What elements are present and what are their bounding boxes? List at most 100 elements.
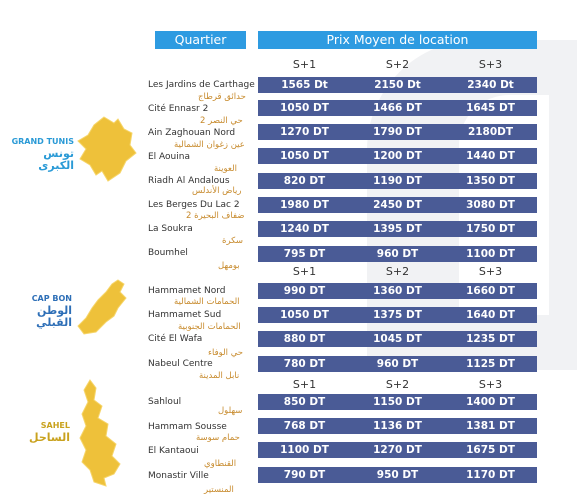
col-s3: S+3 [478,58,503,71]
price-s3: 1100 DT [466,248,515,260]
price-row: 880 DT 1045 DT 1235 DT [258,331,537,347]
price-s1: 1980 DT [280,199,329,211]
price-s2: 2150 Dt [374,79,421,91]
price-s2: 1466 DT [373,102,422,114]
price-s2: 1375 DT [373,309,422,321]
price-row: 790 DT 950 DT 1170 DT [258,467,537,483]
price-s3: 2340 Dt [467,79,514,91]
price-s3: 1750 DT [466,223,515,235]
price-s2: 1136 DT [373,420,422,432]
price-s1: 880 DT [283,333,326,345]
col-s3: S+3 [478,265,503,278]
price-row: 768 DT 1136 DT 1381 DT [258,418,537,434]
price-row: 820 DT 1190 DT 1350 DT [258,173,537,189]
price-header: Prix Moyen de location [258,31,537,49]
region-label-sahel: SAHEL الساحل [8,420,70,444]
quartier-name: El Aouina [148,152,190,162]
quartier-name-ar: الحمامات الشمالية [174,297,240,307]
price-row: 1240 DT 1395 DT 1750 DT [258,221,537,237]
price-s2: 1150 DT [373,396,422,408]
col-s3: S+3 [478,378,503,391]
quartier-name-ar: سكرة [222,236,243,246]
column-headers-sahel: S+1 S+2 S+3 [258,378,537,392]
price-s3: 1125 DT [466,358,515,370]
price-s1: 1050 DT [280,309,329,321]
column-headers-capbon: S+1 S+2 S+3 [258,265,537,279]
quartier-name-ar: حي الوفاء [208,348,244,358]
quartier-name-ar: حدائق قرطاج [198,92,246,102]
price-s1: 1565 Dt [281,79,328,91]
col-s2: S+2 [385,265,410,278]
grand-tunis-map [77,116,137,182]
region-label-tunis: GRAND TUNIS تونس الكبرى [8,136,74,172]
price-row: 1270 DT 1790 DT 2180DT [258,124,537,140]
cap-bon-map [77,279,127,335]
price-s2: 1790 DT [373,126,422,138]
quartier-name: Hammamet Sud [148,310,222,320]
region-name-ar: الساحل [29,431,70,444]
col-s1: S+1 [292,58,317,71]
quartier-header: Quartier [155,31,246,49]
price-s2: 1395 DT [373,223,422,235]
price-row: 1565 Dt 2150 Dt 2340 Dt [258,77,537,93]
price-s3: 1400 DT [466,396,515,408]
quartier-name: Les Berges Du Lac 2 [148,200,240,210]
price-s2: 960 DT [376,248,419,260]
price-s2: 960 DT [376,358,419,370]
price-s1: 790 DT [283,469,326,481]
region-name-fr: CAP BON [31,294,72,303]
quartier-name-ar: بومهل [218,261,240,271]
quartier-name: Nabeul Centre [148,359,213,369]
price-s3: 1350 DT [466,175,515,187]
quartier-name-ar: رياض الأندلس [192,186,242,196]
price-s2: 1190 DT [373,175,422,187]
price-row: 1980 DT 2450 DT 3080 DT [258,197,537,213]
quartier-name-ar: حي النصر 2 [200,116,243,126]
price-row: 1050 DT 1466 DT 1645 DT [258,100,537,116]
price-s2: 1270 DT [373,444,422,456]
quartier-name-ar: حمام سوسة [196,433,240,443]
price-s2: 1045 DT [373,333,422,345]
region-name-fr: SAHEL [40,421,70,430]
col-s2: S+2 [385,378,410,391]
price-s3: 1675 DT [466,444,515,456]
price-s2: 1200 DT [373,150,422,162]
price-s1: 1050 DT [280,150,329,162]
price-s3: 3080 DT [466,199,515,211]
region-name-fr: GRAND TUNIS [11,137,74,146]
quartier-name-ar: العوينة [214,164,237,174]
price-s1: 850 DT [283,396,326,408]
price-s1: 820 DT [283,175,326,187]
quartier-name: Hammam Sousse [148,422,227,432]
price-s2: 1360 DT [373,285,422,297]
price-row: 990 DT 1360 DT 1660 DT [258,283,537,299]
price-row: 850 DT 1150 DT 1400 DT [258,394,537,410]
price-s1: 1050 DT [280,102,329,114]
quartier-name: Cité Ennasr 2 [148,104,209,114]
price-s3: 1440 DT [466,150,515,162]
quartier-name-ar: نابل المدينة [199,371,240,381]
price-s2: 950 DT [376,469,419,481]
price-s3: 1235 DT [466,333,515,345]
price-row: 795 DT 960 DT 1100 DT [258,246,537,262]
quartier-name: Boumhel [148,248,188,258]
price-s1: 1240 DT [280,223,329,235]
quartier-name-ar: الحمامات الجنوبية [178,322,241,332]
price-row: 1100 DT 1270 DT 1675 DT [258,442,537,458]
quartier-name: La Soukra [148,224,193,234]
price-s1: 1100 DT [280,444,329,456]
quartier-name: Ain Zaghouan Nord [148,128,236,138]
price-s3: 1645 DT [466,102,515,114]
sahel-map [79,379,121,487]
quartier-name: Hammamet Nord [148,286,226,296]
price-s1: 780 DT [283,358,326,370]
price-s1: 1270 DT [280,126,329,138]
quartier-name-ar: سهلول [218,406,243,416]
quartier-name: Riadh Al Andalous [148,176,230,186]
col-s2: S+2 [385,58,410,71]
price-s1: 768 DT [283,420,326,432]
region-name-ar: تونس الكبرى [38,147,74,172]
quartier-name: El Kantaoui [148,446,199,456]
price-s3: 1381 DT [466,420,515,432]
price-s3: 2180DT [467,126,514,138]
